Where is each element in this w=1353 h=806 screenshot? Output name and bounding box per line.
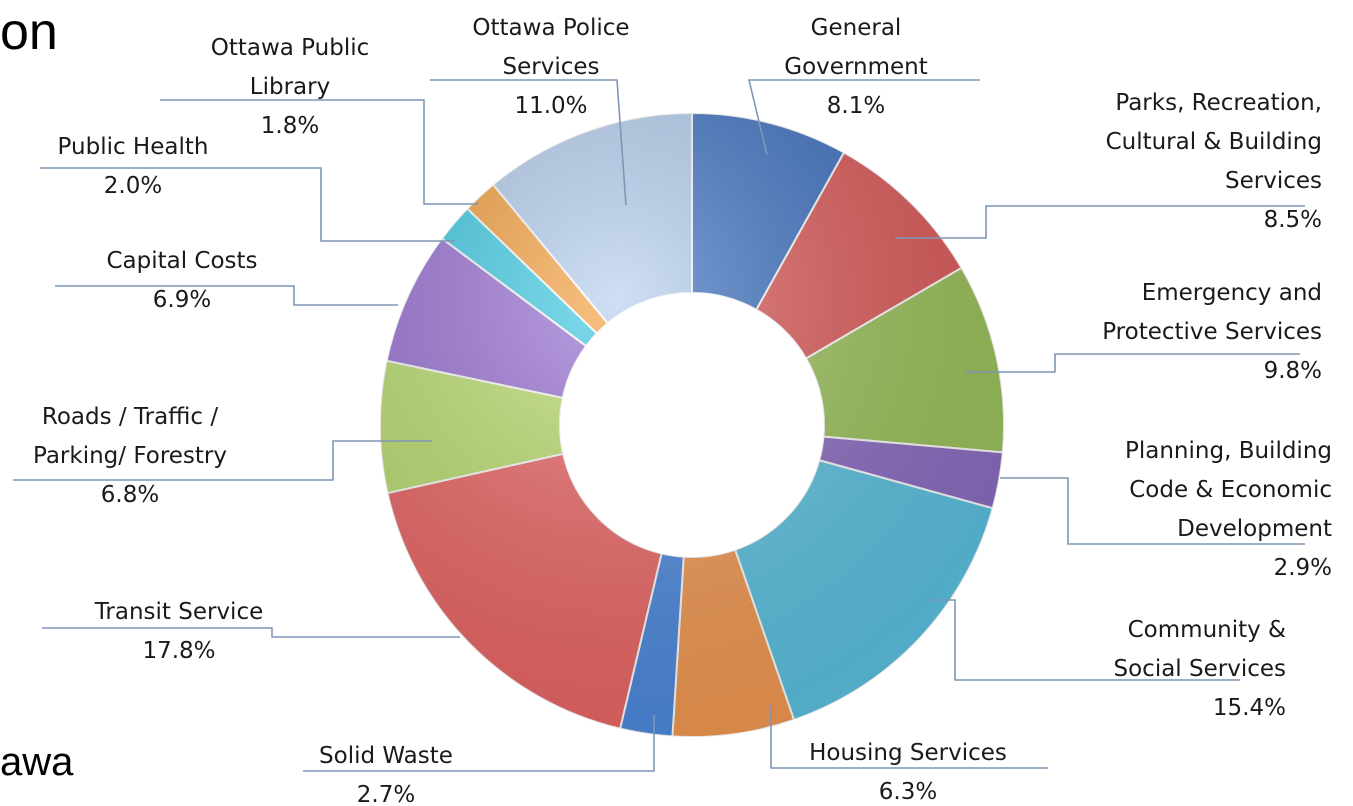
value-label-parks-recreation-cultural-building-services: 8.5% bbox=[1264, 207, 1322, 233]
value-label-general-government: 8.1% bbox=[827, 93, 885, 119]
name-label-ottawa-public-library: Ottawa Public bbox=[211, 35, 370, 61]
label-planning-building-code-economic-development: Planning, Building Code & Economic Develop… bbox=[1125, 438, 1332, 581]
leader-line-public-health bbox=[40, 167, 455, 242]
value-label-housing-services: 6.3% bbox=[879, 779, 937, 805]
label-capital-costs: Capital Costs 6.9% bbox=[106, 248, 257, 313]
name-label-capital-costs: Capital Costs bbox=[106, 248, 257, 274]
name-label-planning-building-code-economic-development: Code & Economic bbox=[1129, 477, 1332, 503]
name-label-emergency-and-protective-services: Protective Services bbox=[1102, 319, 1322, 345]
label-roads-traffic-parking-forestry: Roads / Traffic / Parking/ Forestry 6.8% bbox=[33, 404, 227, 508]
name-label-solid-waste: Solid Waste bbox=[319, 743, 453, 769]
leader-line-parks-recreation-cultural-building-services bbox=[895, 205, 1305, 239]
leader-line-ottawa-public-library bbox=[160, 99, 478, 205]
ring-shading bbox=[380, 113, 1004, 737]
label-transit-service: Transit Service 17.8% bbox=[94, 599, 264, 664]
name-label-parks-recreation-cultural-building-services: Services bbox=[1225, 168, 1322, 194]
name-label-roads-traffic-parking-forestry: Roads / Traffic / bbox=[42, 404, 218, 430]
label-solid-waste: Solid Waste 2.7% bbox=[319, 743, 453, 806]
label-ottawa-public-library: Ottawa Public Library 1.8% bbox=[211, 35, 370, 139]
name-label-emergency-and-protective-services: Emergency and bbox=[1142, 280, 1322, 306]
leader-line-community-social-services bbox=[930, 599, 1240, 681]
value-label-ottawa-police-services: 11.0% bbox=[514, 93, 587, 119]
name-label-planning-building-code-economic-development: Planning, Building bbox=[1125, 438, 1332, 464]
name-label-ottawa-police-services: Ottawa Police bbox=[472, 15, 629, 41]
name-label-parks-recreation-cultural-building-services: Cultural & Building bbox=[1106, 129, 1322, 155]
name-label-planning-building-code-economic-development: Development bbox=[1177, 516, 1332, 542]
name-label-roads-traffic-parking-forestry: Parking/ Forestry bbox=[33, 443, 227, 469]
name-label-community-social-services: Community & bbox=[1128, 617, 1286, 643]
value-label-community-social-services: 15.4% bbox=[1213, 695, 1286, 721]
leader-line-capital-costs bbox=[55, 285, 398, 306]
label-parks-recreation-cultural-building-services: Parks, Recreation, Cultural & Building Ser… bbox=[1106, 90, 1322, 233]
value-label-public-health: 2.0% bbox=[104, 173, 162, 199]
value-label-ottawa-public-library: 1.8% bbox=[261, 113, 319, 139]
value-label-capital-costs: 6.9% bbox=[153, 287, 211, 313]
label-emergency-and-protective-services: Emergency and Protective Services 9.8% bbox=[1102, 280, 1322, 384]
name-label-housing-services: Housing Services bbox=[809, 740, 1007, 766]
leader-line-roads-traffic-parking-forestry bbox=[13, 440, 432, 481]
name-label-general-government: Government bbox=[784, 54, 927, 80]
leader-line-emergency-and-protective-services bbox=[965, 353, 1300, 373]
label-ottawa-police-services: Ottawa Police Services 11.0% bbox=[472, 15, 629, 119]
value-label-roads-traffic-parking-forestry: 6.8% bbox=[101, 482, 159, 508]
label-community-social-services: Community & Social Services 15.4% bbox=[1114, 617, 1287, 721]
title-fragment: on bbox=[0, 3, 58, 61]
value-label-planning-building-code-economic-development: 2.9% bbox=[1274, 555, 1332, 581]
name-label-ottawa-public-library: Library bbox=[250, 74, 330, 100]
leader-line-general-government bbox=[747, 79, 980, 156]
label-general-government: General Government 8.1% bbox=[784, 15, 927, 119]
label-housing-services: Housing Services 6.3% bbox=[809, 740, 1007, 805]
leader-line-planning-building-code-economic-development bbox=[1000, 477, 1305, 545]
name-label-public-health: Public Health bbox=[58, 134, 209, 160]
leader-line-transit-service bbox=[42, 627, 460, 638]
name-label-community-social-services: Social Services bbox=[1114, 656, 1287, 682]
name-label-transit-service: Transit Service bbox=[94, 599, 264, 625]
name-label-general-government: General bbox=[811, 15, 902, 41]
name-label-ottawa-police-services: Services bbox=[503, 54, 600, 80]
leader-line-housing-services bbox=[770, 705, 1048, 769]
value-label-emergency-and-protective-services: 9.8% bbox=[1264, 358, 1322, 384]
value-label-transit-service: 17.8% bbox=[142, 638, 215, 664]
label-public-health: Public Health 2.0% bbox=[58, 134, 209, 199]
leader-line-ottawa-police-services bbox=[430, 79, 627, 206]
value-label-solid-waste: 2.7% bbox=[357, 782, 415, 806]
caption-fragment: awa bbox=[0, 740, 74, 784]
leader-line-solid-waste bbox=[303, 715, 655, 772]
name-label-parks-recreation-cultural-building-services: Parks, Recreation, bbox=[1115, 90, 1322, 116]
